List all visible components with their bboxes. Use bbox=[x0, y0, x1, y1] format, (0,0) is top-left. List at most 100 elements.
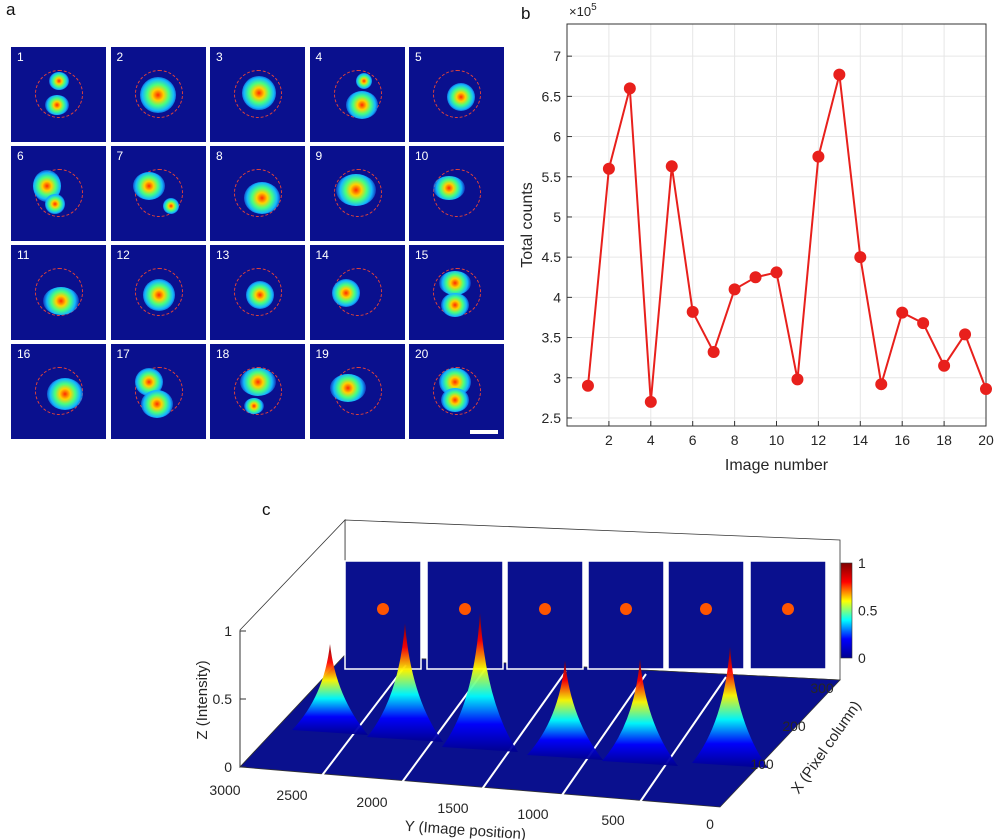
tile-number: 11 bbox=[17, 248, 30, 262]
xtick-label: 200 bbox=[782, 718, 806, 734]
floor-plane bbox=[239, 654, 841, 808]
data-point bbox=[833, 68, 846, 81]
projected-image bbox=[667, 560, 745, 670]
intensity-spot bbox=[246, 281, 274, 309]
image-tile: 1 bbox=[11, 47, 106, 142]
tile-number: 18 bbox=[216, 347, 230, 361]
ztick-label: 0 bbox=[224, 759, 232, 775]
image-tile: 8 bbox=[210, 146, 305, 241]
image-tile: 19 bbox=[309, 344, 405, 439]
tile-number: 14 bbox=[315, 248, 329, 262]
aperture-ring bbox=[234, 268, 282, 316]
xtick-label: 14 bbox=[853, 432, 869, 448]
xtick-label: 16 bbox=[894, 432, 910, 448]
intensity-peak bbox=[602, 659, 678, 766]
data-point bbox=[791, 373, 804, 386]
ytick-label: 3000 bbox=[209, 782, 240, 798]
axis-multiplier: ×105 bbox=[569, 2, 597, 19]
aperture-ring bbox=[234, 367, 282, 415]
xtick-label: 10 bbox=[769, 432, 785, 448]
intensity-spot bbox=[244, 182, 280, 214]
tile-number: 3 bbox=[216, 50, 223, 64]
projected-spot bbox=[700, 603, 712, 615]
data-point bbox=[854, 251, 867, 264]
xtick-label: 6 bbox=[689, 432, 697, 448]
tile-number: 16 bbox=[17, 347, 31, 361]
data-point bbox=[896, 306, 909, 319]
ytick-label: 2500 bbox=[276, 787, 307, 803]
intensity-spot bbox=[132, 172, 165, 200]
xtick-label: 100 bbox=[750, 756, 774, 772]
data-point bbox=[917, 317, 930, 330]
colorbar-tick-label: 0 bbox=[858, 650, 866, 666]
tile-number: 5 bbox=[415, 50, 422, 64]
tile-number: 13 bbox=[216, 248, 230, 262]
xtick-label: 300 bbox=[810, 680, 834, 696]
intensity-spot bbox=[45, 95, 69, 115]
aperture-ring bbox=[234, 70, 282, 118]
intensity-peak bbox=[367, 623, 443, 742]
data-point bbox=[623, 82, 636, 95]
data-point bbox=[581, 379, 594, 392]
image-tile: 15 bbox=[409, 245, 504, 340]
image-tile: 16 bbox=[11, 344, 106, 439]
total-counts-chart: 2.5 3 3.5 4 4.5 5 5.5 6 6.5 7 2 4 6 8 10 12 14 16 18 20 ×105… bbox=[519, 2, 994, 474]
intensity-spot bbox=[439, 271, 471, 295]
intensity-spot bbox=[441, 388, 469, 412]
image-tile: 7 bbox=[110, 146, 206, 241]
tile-number: 2 bbox=[116, 50, 124, 64]
data-point bbox=[707, 346, 720, 359]
panel-label-a: a bbox=[6, 0, 16, 19]
xtick-label: 4 bbox=[647, 432, 655, 448]
y-axis-label: Total counts bbox=[519, 182, 536, 267]
data-point bbox=[875, 378, 888, 391]
data-point bbox=[665, 160, 678, 173]
image-tile: 20 bbox=[409, 344, 504, 439]
tile-number: 12 bbox=[116, 248, 130, 262]
intensity-peak bbox=[292, 644, 368, 735]
y-axis-label: Y (Image position) bbox=[404, 818, 526, 840]
intensity-peak bbox=[692, 647, 768, 768]
intensity-peak bbox=[527, 660, 603, 760]
image-tile: 6 bbox=[11, 146, 106, 241]
intensity-spot bbox=[441, 293, 469, 317]
image-tile: 12 bbox=[110, 245, 206, 340]
floor-separator bbox=[639, 676, 727, 803]
image-tile: 10 bbox=[409, 146, 504, 241]
floor-separator bbox=[559, 673, 647, 799]
tile-number: 20 bbox=[415, 347, 429, 361]
x-axis-label: Image number bbox=[725, 457, 829, 474]
data-point bbox=[938, 359, 951, 372]
tile-number: 6 bbox=[17, 149, 24, 163]
xtick-label: 8 bbox=[731, 432, 739, 448]
intensity-spot bbox=[331, 279, 360, 307]
data-point bbox=[749, 271, 762, 284]
z-axis-label: Z (Intensity) bbox=[194, 660, 211, 739]
ytick-label: 3.5 bbox=[542, 330, 562, 346]
ytick-label: 4 bbox=[553, 289, 561, 305]
intensity-peak bbox=[442, 613, 518, 752]
intensity-spot bbox=[329, 374, 366, 402]
axes-box bbox=[566, 23, 987, 427]
scale-bar bbox=[470, 430, 498, 434]
ytick-label: 2.5 bbox=[542, 410, 562, 426]
xtick-label: 18 bbox=[936, 432, 952, 448]
intensity-spot bbox=[139, 77, 176, 113]
ytick-label: 5.5 bbox=[542, 169, 562, 185]
panel-label-c: c bbox=[262, 500, 271, 519]
tile-number: 4 bbox=[315, 50, 323, 64]
ytick-label: 5 bbox=[553, 209, 561, 225]
data-point bbox=[686, 305, 699, 318]
ytick-label: 6.5 bbox=[542, 88, 562, 104]
ztick-label: 0.5 bbox=[213, 691, 233, 707]
tile-number: 7 bbox=[116, 149, 124, 163]
intensity-spot bbox=[244, 398, 264, 414]
aperture-ring bbox=[234, 169, 282, 217]
ytick-label: 4.5 bbox=[542, 249, 562, 265]
aperture-ring bbox=[35, 70, 83, 118]
ytick-label: 500 bbox=[601, 812, 625, 828]
colorbar bbox=[840, 562, 853, 659]
image-tile: 4 bbox=[309, 47, 405, 142]
intensity-spot bbox=[355, 73, 372, 89]
ytick-label: 1000 bbox=[517, 806, 548, 822]
